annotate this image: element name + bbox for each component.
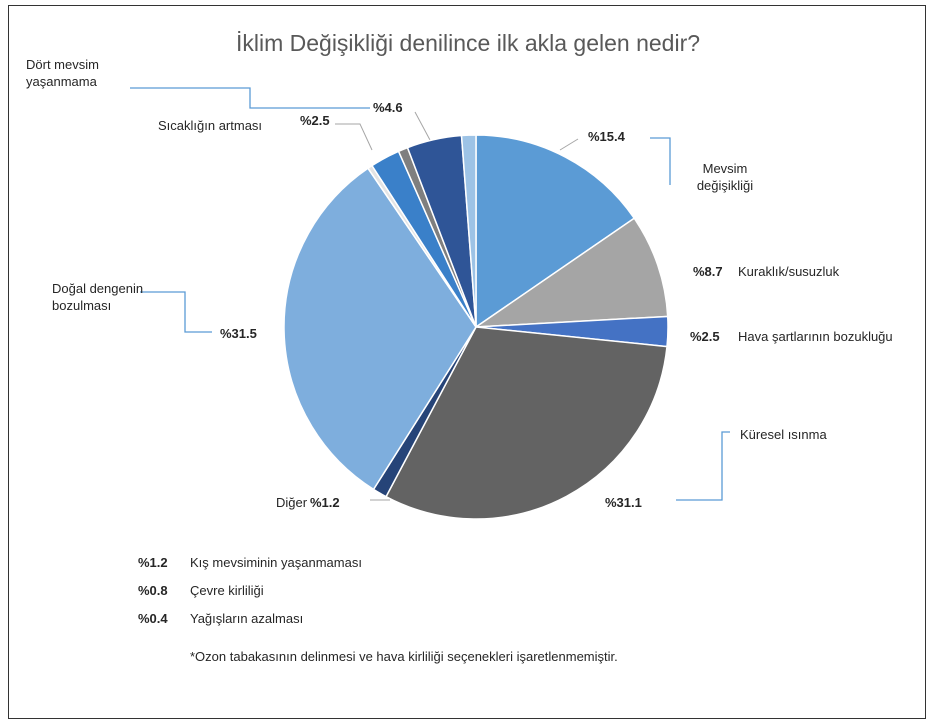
pie-slice xyxy=(283,167,477,491)
value-label: %2.5 xyxy=(690,329,720,344)
pie-slice xyxy=(385,326,668,520)
value-label: %31.1 xyxy=(605,495,642,510)
category-label: Küresel ısınma xyxy=(740,427,827,442)
arrow xyxy=(676,431,730,501)
value-label: %1.2 xyxy=(138,555,168,570)
leader xyxy=(559,138,579,151)
footnote: *Ozon tabakasının delinmesi ve hava kirl… xyxy=(190,649,618,664)
value-label: %0.8 xyxy=(138,583,168,598)
arrow xyxy=(650,137,671,185)
value-label: %0.4 xyxy=(138,611,168,626)
category-label: Diğer xyxy=(276,495,308,510)
value-label: %2.5 xyxy=(300,113,330,128)
value-label: %15.4 xyxy=(588,129,625,144)
category-label: Doğal dengenin bozulması xyxy=(52,281,144,313)
pie-slice xyxy=(473,217,669,328)
leaders xyxy=(335,111,579,501)
value-label: %1.2 xyxy=(310,495,340,510)
arrows xyxy=(130,87,730,501)
category-label: Sıcaklığın artması xyxy=(158,118,263,133)
chart-title: İklim Değişikliği denilince ilk akla gel… xyxy=(235,30,701,56)
arrow xyxy=(130,87,370,109)
frame xyxy=(8,5,926,719)
value-label: %4.6 xyxy=(373,100,403,115)
leader xyxy=(335,123,373,151)
pie-slice xyxy=(460,134,477,328)
category-label: Çevre kirliliği xyxy=(190,583,264,598)
leader xyxy=(414,111,431,141)
category-label: Kış mevsiminin yaşanmaması xyxy=(190,555,362,570)
value-label: %8.7 xyxy=(693,264,723,279)
category-label: Kuraklık/susuzluk xyxy=(738,264,840,279)
category-label: Yağışların azalması xyxy=(190,611,304,626)
pie-slice xyxy=(475,134,636,329)
category-label: Dört mevsim yaşanmama xyxy=(26,57,99,89)
arrow xyxy=(140,291,212,333)
category-label: Hava şartlarının bozukluğu xyxy=(738,329,893,344)
category-label: Mevsim değişikliği xyxy=(696,161,754,193)
value-label: %31.5 xyxy=(220,326,257,341)
